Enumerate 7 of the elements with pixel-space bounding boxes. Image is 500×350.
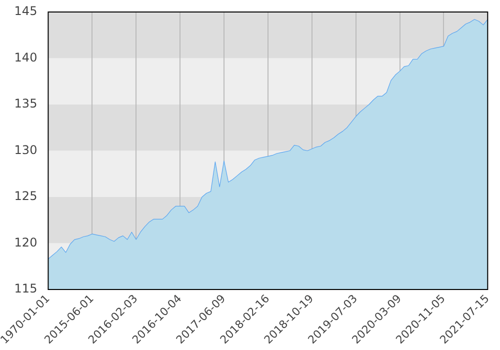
y-tick-label: 135 (14, 96, 38, 111)
y-tick-label: 120 (14, 235, 38, 250)
y-tick-label: 125 (14, 189, 38, 204)
y-tick-label: 115 (14, 282, 38, 296)
y-tick-label: 145 (14, 4, 38, 18)
y-tick-label: 140 (14, 50, 38, 64)
y-tick-label: 130 (14, 142, 38, 157)
